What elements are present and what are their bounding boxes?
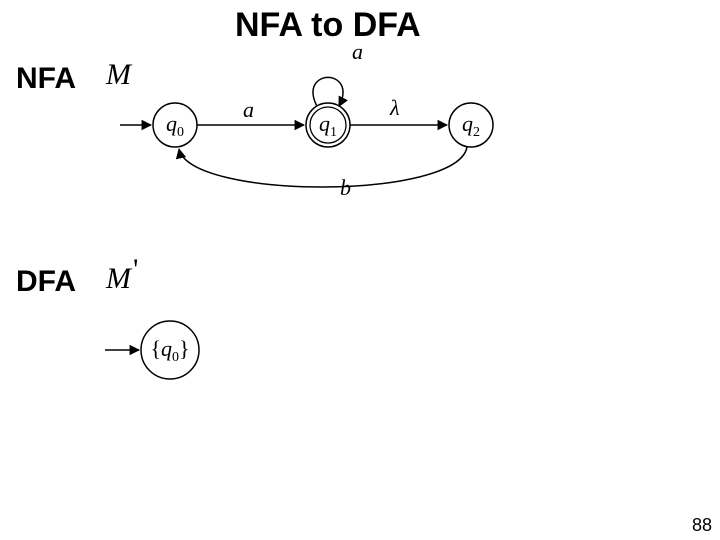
edge-label-q0-q1: a — [243, 97, 254, 122]
state-q0: q0 — [153, 103, 197, 147]
state-q2: q2 — [449, 103, 493, 147]
edge-label-q2-q0: b — [340, 175, 351, 200]
nfa-heading: NFA — [16, 62, 76, 96]
symbol-Mp-prime: ' — [133, 253, 138, 286]
state-Q0: {q0} — [141, 321, 199, 379]
dfa-diagram: {q0} — [60, 300, 280, 400]
dfa-machine-symbol: M' — [106, 262, 136, 296]
edge-q2-q0 — [179, 147, 467, 187]
state-label-Q0: {q0} — [150, 336, 189, 365]
edge-label-q1-q1: a — [352, 39, 363, 64]
nfa-diagram: aλabq0q1q2 — [80, 45, 540, 225]
page-title: NFA to DFA — [235, 6, 421, 45]
edge-q1-q1 — [313, 77, 343, 106]
state-q1: q1 — [306, 103, 350, 147]
symbol-Mp-base: M — [106, 262, 131, 295]
edge-label-q1-q2: λ — [389, 95, 400, 120]
dfa-heading: DFA — [16, 265, 76, 299]
slide-number: 88 — [692, 515, 712, 536]
